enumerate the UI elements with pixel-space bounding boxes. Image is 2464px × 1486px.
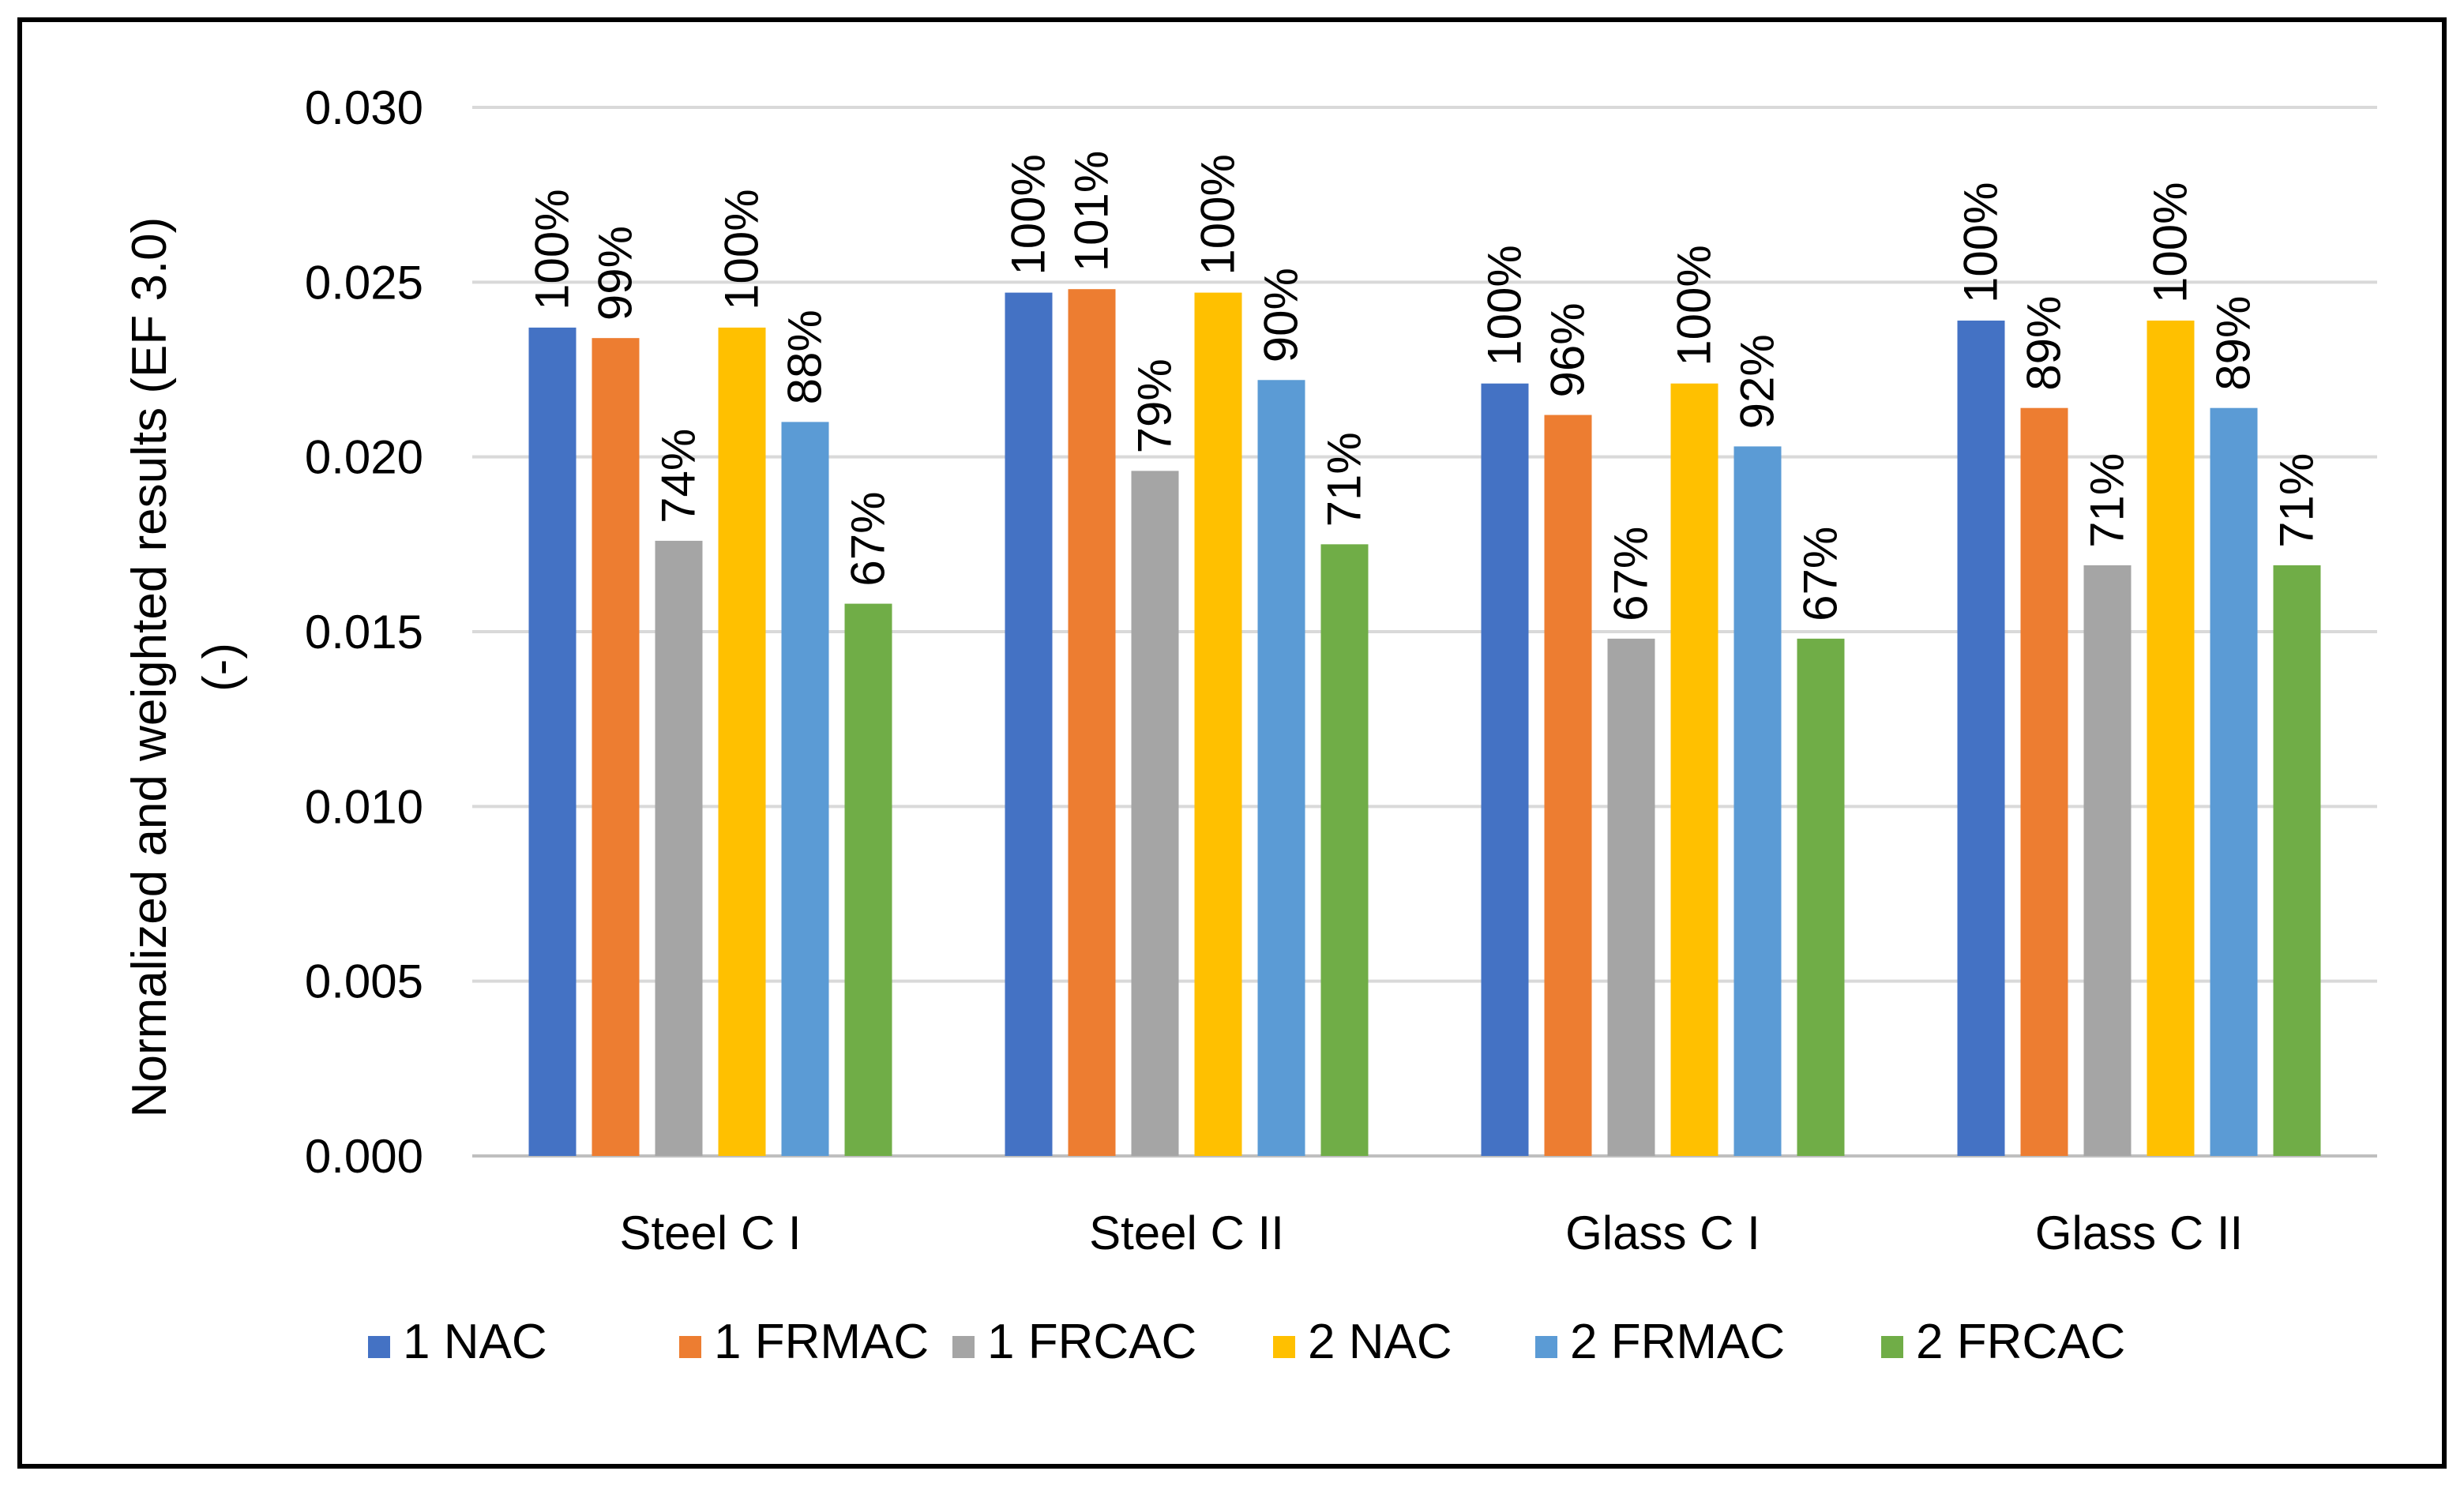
bar-1-frcac-steel-c-i [655, 540, 703, 1156]
legend-label: 2 FRCAC [1916, 1315, 2125, 1369]
y-tick-label: 0.000 [305, 1130, 423, 1183]
data-label: 71% [2271, 453, 2323, 548]
bar-1-nac-steel-c-i [528, 327, 577, 1156]
data-label: 92% [1731, 334, 1784, 429]
data-label: 100% [1668, 245, 1721, 366]
legend-swatch [679, 1336, 701, 1358]
data-label: 100% [1002, 154, 1055, 275]
y-axis-title-unit: (-) [193, 643, 248, 692]
bar-2-frmac-steel-c-ii [1257, 380, 1305, 1156]
bar-2-frcac-steel-c-ii [1320, 544, 1369, 1156]
data-label: 100% [526, 189, 579, 310]
bar-2-nac-steel-c-ii [1194, 292, 1242, 1157]
legend-label: 1 NAC [403, 1315, 547, 1369]
data-label: 96% [1542, 302, 1594, 397]
y-tick-label: 0.025 [305, 256, 423, 309]
data-label: 74% [652, 429, 705, 523]
data-label: 67% [1794, 527, 1847, 621]
bar-layer [528, 289, 2321, 1157]
bar-1-nac-steel-c-ii [1005, 292, 1053, 1157]
legend-swatch [1273, 1336, 1295, 1358]
data-label: 89% [2207, 296, 2260, 391]
data-label: 79% [1129, 358, 1181, 453]
x-category-label: Steel C II [1089, 1206, 1284, 1259]
data-label: 100% [2144, 182, 2197, 303]
data-label: 100% [716, 189, 768, 310]
data-label: 100% [1192, 154, 1245, 275]
y-tick-label: 0.005 [305, 955, 423, 1008]
bar-1-nac-glass-c-ii [1957, 321, 2005, 1157]
legend-swatch [1535, 1336, 1557, 1358]
legend-swatch [368, 1336, 390, 1358]
legend: 1 NAC 1 FRMAC 1 FRCAC 2 NAC 2 FRMAC 2 FRCAC [368, 1315, 2125, 1369]
bar-2-frmac-glass-c-ii [2210, 407, 2258, 1156]
bar-1-frmac-steel-c-ii [1068, 289, 1116, 1157]
y-tick-label: 0.010 [305, 780, 423, 833]
legend-swatch [952, 1336, 975, 1358]
data-label: 89% [2018, 296, 2071, 391]
y-tick-label: 0.015 [305, 606, 423, 659]
data-label: 71% [1318, 432, 1371, 527]
bar-2-frmac-steel-c-i [781, 422, 829, 1156]
data-label: 88% [779, 310, 832, 404]
data-label: 99% [589, 226, 642, 321]
data-label: 67% [842, 491, 895, 586]
x-category-label: Glass C II [2035, 1206, 2243, 1259]
y-tick-label: 0.020 [305, 431, 423, 484]
bar-2-nac-steel-c-i [718, 327, 766, 1156]
legend-label: 1 FRCAC [987, 1315, 1196, 1369]
bar-2-frcac-glass-c-ii [2273, 565, 2321, 1156]
legend-label: 2 FRMAC [1570, 1315, 1785, 1369]
data-label: 90% [1255, 268, 1308, 362]
x-category-label: Glass C I [1565, 1206, 1760, 1259]
data-label: 100% [1955, 182, 2008, 303]
bar-2-frcac-glass-c-i [1797, 638, 1845, 1156]
bar-1-frmac-glass-c-i [1544, 415, 1592, 1156]
x-category-label: Steel C I [619, 1206, 801, 1259]
data-label: 71% [2081, 453, 2134, 548]
bar-2-frmac-glass-c-i [1733, 446, 1782, 1156]
bar-1-frcac-glass-c-ii [2083, 565, 2132, 1156]
legend-swatch [1881, 1336, 1903, 1358]
bar-1-frcac-glass-c-i [1607, 638, 1655, 1156]
data-label: 100% [1478, 245, 1531, 366]
bar-1-frmac-glass-c-ii [2020, 407, 2068, 1156]
bar-1-nac-glass-c-i [1481, 383, 1529, 1156]
bar-1-frcac-steel-c-ii [1131, 471, 1179, 1156]
bar-2-frcac-steel-c-i [844, 603, 892, 1156]
data-label: 67% [1605, 527, 1658, 621]
bar-2-nac-glass-c-i [1670, 383, 1718, 1156]
y-axis-title: Normalized and weighted results (EF 3.0) [122, 217, 177, 1118]
legend-label: 2 NAC [1308, 1315, 1452, 1369]
bar-2-nac-glass-c-ii [2147, 321, 2195, 1157]
data-label: 101% [1065, 151, 1118, 272]
y-tick-label: 0.030 [305, 81, 423, 134]
axis-layer: Normalized and weighted results (EF 3.0)… [122, 217, 248, 1118]
legend-label: 1 FRMAC [714, 1315, 929, 1369]
bar-1-frmac-steel-c-i [592, 338, 640, 1156]
